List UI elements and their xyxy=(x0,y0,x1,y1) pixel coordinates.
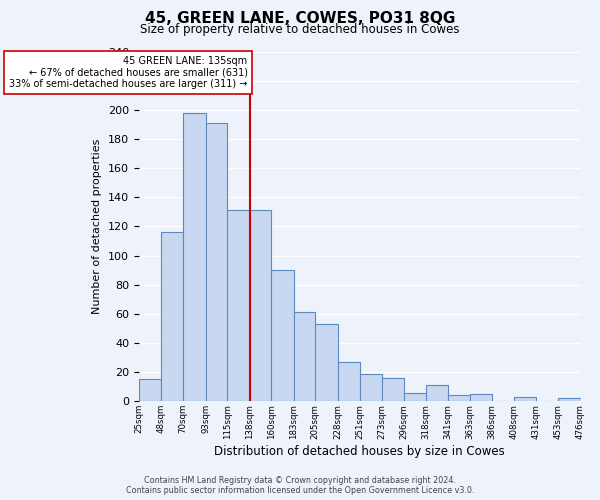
Text: 45, GREEN LANE, COWES, PO31 8QG: 45, GREEN LANE, COWES, PO31 8QG xyxy=(145,11,455,26)
Text: Size of property relative to detached houses in Cowes: Size of property relative to detached ho… xyxy=(140,22,460,36)
Bar xyxy=(161,232,183,402)
Bar xyxy=(404,392,426,402)
Bar xyxy=(360,374,382,402)
Text: Contains HM Land Registry data © Crown copyright and database right 2024.
Contai: Contains HM Land Registry data © Crown c… xyxy=(126,476,474,495)
Bar xyxy=(470,394,493,402)
Bar xyxy=(514,397,536,402)
Bar xyxy=(250,210,271,402)
Bar xyxy=(426,386,448,402)
Bar xyxy=(315,324,338,402)
Bar xyxy=(271,270,293,402)
Bar xyxy=(139,380,161,402)
Bar xyxy=(338,362,360,402)
Bar xyxy=(382,378,404,402)
Bar xyxy=(558,398,581,402)
Y-axis label: Number of detached properties: Number of detached properties xyxy=(92,138,103,314)
Bar xyxy=(227,210,250,402)
X-axis label: Distribution of detached houses by size in Cowes: Distribution of detached houses by size … xyxy=(214,444,505,458)
Bar xyxy=(183,112,206,402)
Bar xyxy=(293,312,315,402)
Bar xyxy=(206,123,227,402)
Text: 45 GREEN LANE: 135sqm
← 67% of detached houses are smaller (631)
33% of semi-det: 45 GREEN LANE: 135sqm ← 67% of detached … xyxy=(9,56,248,89)
Bar xyxy=(448,396,470,402)
